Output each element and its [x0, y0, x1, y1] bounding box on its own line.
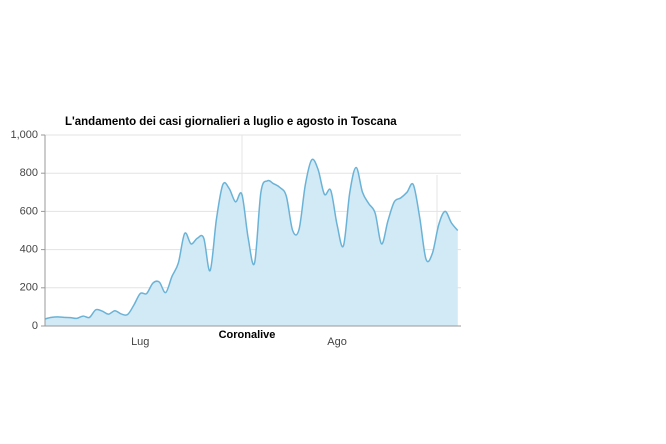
y-tick-label: 200 [20, 282, 38, 294]
x-tick-label: Lug [131, 336, 149, 348]
x-tick-label: Ago [327, 336, 347, 348]
line [44, 158, 459, 320]
annotation: Coronalive [219, 329, 276, 341]
y-tick-label: 0 [32, 320, 38, 332]
y-tick-label: 800 [20, 167, 38, 179]
chart-title: L'andamento dei casi giornalieri a lugli… [65, 116, 397, 128]
y-tick-label: 600 [20, 205, 38, 217]
area [45, 159, 458, 326]
y-tick-label: 1,000 [10, 129, 38, 141]
y-tick-label: 400 [20, 244, 38, 256]
